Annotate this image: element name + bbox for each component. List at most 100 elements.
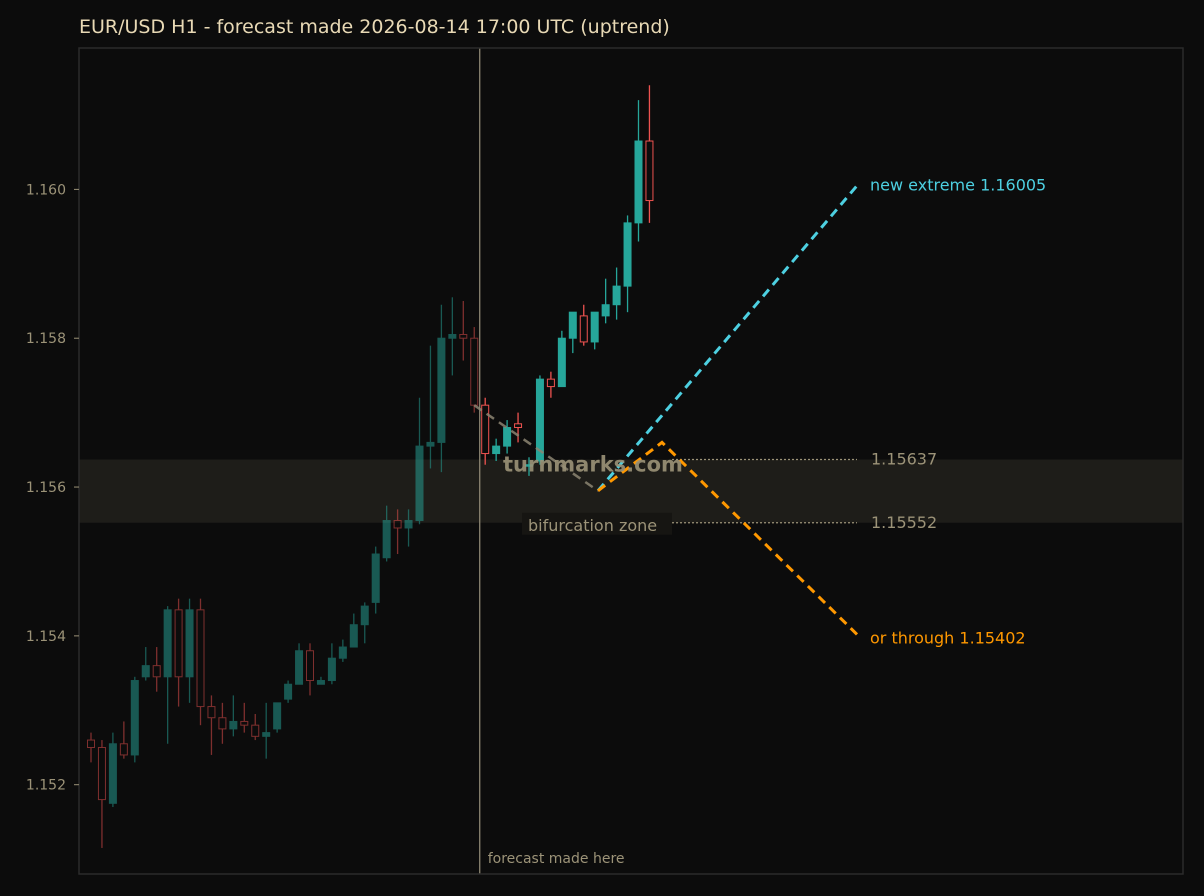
- candle: [207, 695, 216, 755]
- candle: [262, 702, 271, 759]
- bifurcation-zone-band: [79, 459, 1183, 523]
- bifurcation-zone-label: bifurcation zone: [528, 516, 657, 535]
- candle-body: [623, 222, 632, 287]
- candle: [612, 267, 621, 320]
- candle: [645, 85, 654, 223]
- candle-body: [404, 520, 413, 529]
- candle: [481, 397, 490, 465]
- candle: [87, 732, 95, 763]
- candle-body: [393, 520, 402, 529]
- candle: [360, 602, 369, 644]
- historical-candles: [87, 297, 479, 848]
- watermark: turnmarks.com: [503, 453, 683, 477]
- candle-body: [535, 378, 544, 462]
- candle-body: [185, 609, 194, 678]
- candle-body: [218, 717, 227, 730]
- candle: [371, 546, 380, 614]
- candle: [185, 598, 194, 703]
- candle: [306, 643, 314, 696]
- candle-body: [382, 520, 391, 559]
- candle-body: [525, 464, 533, 467]
- forecast-connector-path: [473, 404, 599, 492]
- post-forecast-candles: [481, 85, 654, 476]
- candle: [174, 598, 183, 707]
- candle: [601, 278, 610, 324]
- candle: [130, 676, 139, 763]
- candle-body: [634, 140, 643, 224]
- candle-body: [590, 311, 599, 343]
- candle: [579, 304, 588, 346]
- candle: [218, 702, 227, 744]
- candle: [273, 702, 282, 733]
- candle-body: [426, 441, 435, 447]
- candle: [240, 702, 249, 733]
- bull-target-text: new extreme: [870, 176, 975, 195]
- candle: [251, 714, 260, 741]
- candle: [382, 505, 391, 562]
- candle: [557, 330, 566, 388]
- candle: [119, 721, 128, 759]
- candle: [229, 695, 238, 737]
- candle-body: [130, 680, 139, 756]
- candle-body: [601, 304, 610, 317]
- candle: [338, 639, 347, 662]
- candle: [448, 297, 457, 376]
- candle-body: [481, 404, 490, 455]
- candle-body: [251, 724, 260, 737]
- candle-body: [546, 378, 555, 388]
- candle-body: [87, 739, 95, 748]
- candle: [284, 680, 293, 703]
- candle-body: [470, 337, 479, 406]
- bear-target-value: 1.15402: [959, 628, 1025, 647]
- bull-target-label: new extreme 1.16005: [870, 176, 1046, 195]
- bear-target-text: or through: [870, 628, 954, 647]
- candle: [327, 643, 336, 685]
- candle-body: [284, 683, 293, 700]
- candle: [415, 397, 424, 525]
- candle-body: [229, 720, 238, 730]
- zone-upper-value-label: 1.15637: [871, 450, 937, 469]
- candle-body: [306, 650, 314, 682]
- candle: [426, 345, 435, 469]
- forecast-marker-label: forecast made here: [488, 851, 625, 867]
- candle-body: [437, 337, 446, 443]
- candle-body: [459, 333, 468, 339]
- candle: [514, 412, 523, 443]
- chart-title: EUR/USD H1 - forecast made 2026-08-14 17…: [79, 16, 670, 38]
- candle-body: [645, 140, 654, 202]
- candle-body: [163, 609, 172, 678]
- candle: [108, 732, 117, 808]
- candle-body: [152, 665, 161, 678]
- candle: [152, 647, 161, 692]
- candle-body: [196, 609, 205, 708]
- candle: [568, 311, 577, 354]
- candle: [459, 301, 468, 361]
- candle-body: [207, 706, 216, 719]
- y-tick-label: 1.156: [26, 480, 66, 496]
- candle-body: [327, 657, 336, 682]
- candle-body: [503, 427, 512, 447]
- candle-body: [316, 680, 325, 685]
- zone-label-background: [522, 512, 672, 535]
- candle: [349, 613, 358, 648]
- y-tick-label: 1.158: [26, 331, 66, 347]
- candle-body: [514, 423, 523, 429]
- bear-target-label: or through 1.15402: [870, 628, 1026, 647]
- zone-lower-value-label: 1.15552: [871, 513, 937, 532]
- candle: [634, 100, 643, 242]
- candle-body: [240, 720, 249, 726]
- candle-body: [371, 553, 380, 603]
- candle-body: [262, 732, 271, 737]
- candle-body: [415, 445, 424, 522]
- candle-body: [448, 333, 457, 339]
- candle: [97, 740, 106, 848]
- candle: [404, 509, 413, 547]
- candle-body: [338, 646, 347, 659]
- y-tick-label: 1.152: [26, 778, 66, 794]
- candle: [393, 509, 402, 555]
- candle: [196, 598, 205, 726]
- candle: [163, 606, 172, 744]
- y-axis: 1.152 1.154 1.156 1.158 1.160: [26, 182, 79, 794]
- candle: [437, 304, 446, 473]
- plot-frame: [78, 47, 1184, 875]
